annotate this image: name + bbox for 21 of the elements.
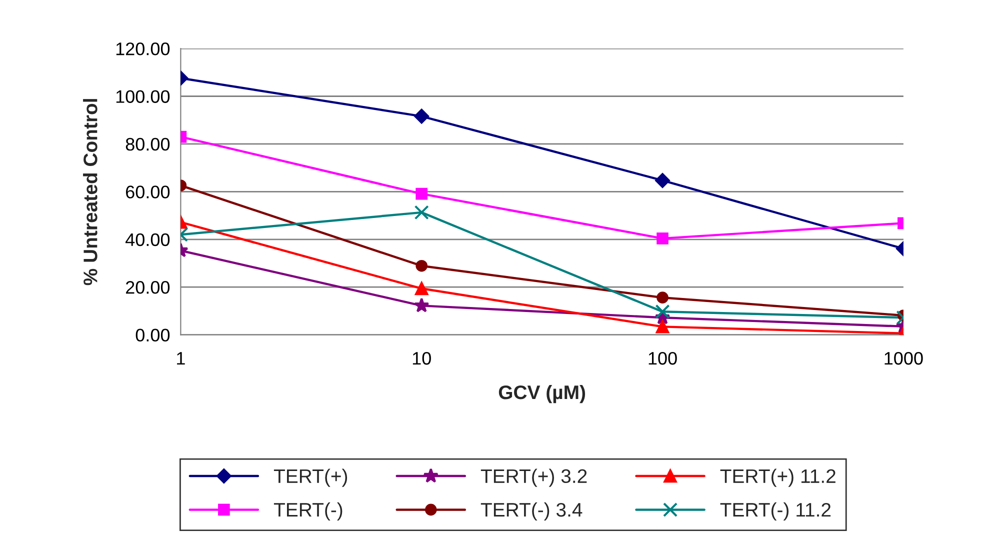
y-tick-label: 120.00	[116, 42, 170, 56]
legend-label: TERT(-) 3.4	[480, 502, 582, 521]
y-tick-label: 20.00	[126, 281, 170, 294]
x-axis-title: GCV (µM)	[498, 384, 586, 404]
y-tick-label: 100.00	[116, 90, 170, 103]
y-axis-title: % Untreated Control	[83, 99, 98, 286]
legend-label: TERT(+) 11.2	[720, 468, 836, 487]
y-tick-label: 80.00	[126, 138, 170, 151]
legend-label: TERT(-) 11.2	[720, 502, 831, 521]
legend-label: TERT(-)	[274, 502, 342, 521]
x-tick-label: 10	[412, 352, 431, 365]
legend-label: TERT(+)	[274, 468, 348, 487]
x-tick-label: 1	[177, 352, 185, 365]
legend-label: TERT(+) 3.2	[480, 468, 587, 487]
x-tick-label: 100	[648, 352, 677, 365]
x-tick-label: 1000	[884, 352, 923, 365]
point	[415, 282, 428, 296]
point	[656, 320, 670, 334]
y-tick-label: 40.00	[126, 233, 170, 246]
y-tick-label: 60.00	[126, 186, 170, 198]
y-tick-label: 0.00	[136, 328, 170, 342]
